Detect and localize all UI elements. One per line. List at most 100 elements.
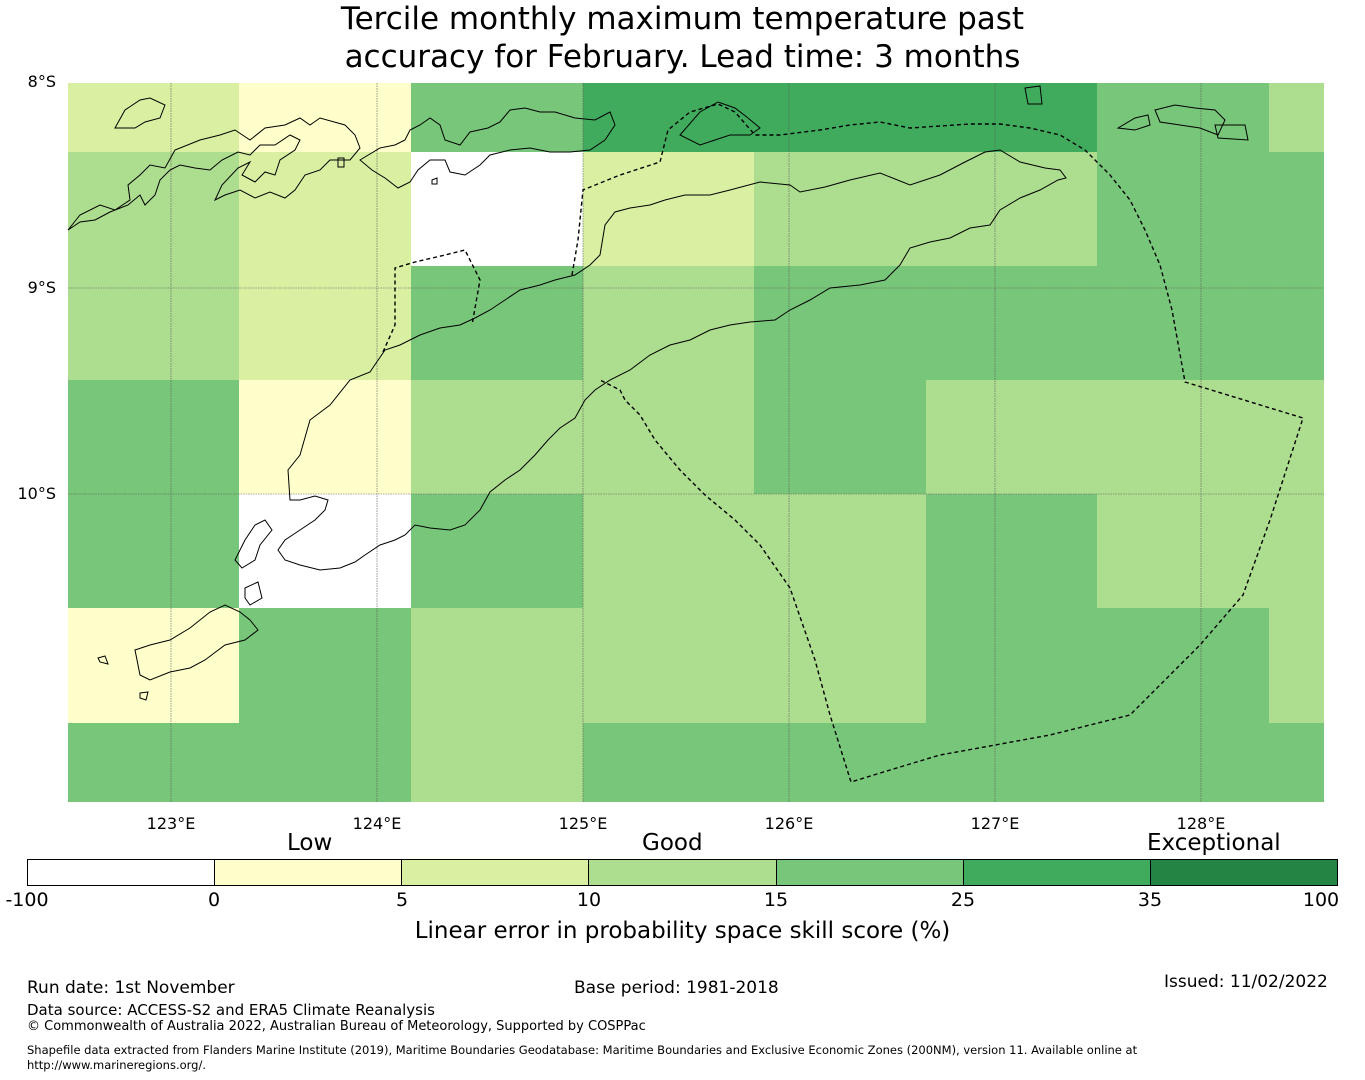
grid-cell [1097,723,1269,802]
colorbar-segment [589,860,777,885]
grid-cell [754,723,926,802]
colorbar-segment [963,860,1151,885]
issued-date: Issued: 11/02/2022 [1164,972,1328,992]
category-good: Good [642,830,703,856]
grid-cell [1097,266,1269,380]
data-source: Data source: ACCESS-S2 and ERA5 Climate … [27,1001,435,1019]
skill-grid [68,83,1324,802]
colorbar-segment [402,860,590,885]
coastline-islet-2 [1116,114,1151,131]
lon-tick-126e: 126°E [764,814,814,833]
grid-cell [411,266,583,380]
grid-cell [926,266,1097,380]
skill-map [67,83,1324,802]
grid-cell [68,152,239,266]
lat-tick-8s: 8°S [27,72,56,91]
grid-cell [411,152,583,266]
shapefile-credit-line-1: Shapefile data extracted from Flanders M… [27,1043,1138,1057]
grid-cell [1269,723,1324,802]
grid-cell [754,380,926,494]
grid-cell [1097,83,1269,152]
chart-title: Tercile monthly maximum temperature past… [0,0,1365,76]
grid-cell [239,266,411,380]
colorbar-tick: 15 [763,889,789,911]
coastline-timor [277,149,1067,571]
colorbar-tick: 10 [576,889,602,911]
grid-cell [583,608,754,723]
colorbar-label: Linear error in probability space skill … [414,918,951,944]
title-line-1: Tercile monthly maximum temperature past [340,1,1025,37]
grid-cell [1269,494,1324,608]
category-low: Low [287,830,333,856]
grid-cell [239,83,411,152]
grid-cell [583,83,754,152]
grid-cell [754,608,926,723]
grid-cell [754,266,926,380]
colorbar-tick: 0 [207,889,221,911]
colorbar-segment [28,860,216,885]
grid-cell [68,83,239,152]
coastline-island-small [114,97,166,129]
eez-boundary [382,103,1304,783]
coastline-semau [234,519,273,569]
grid-cell [411,380,583,494]
colorbar-segment [1150,860,1337,885]
colorbar-segment [776,860,964,885]
colorbar-tick: 5 [395,889,409,911]
grid-cell [239,494,411,608]
colorbar [27,859,1338,886]
grid-cell [411,83,583,152]
grid-cell [754,83,926,152]
grid-cell [926,608,1097,723]
grid-cell [1269,83,1324,152]
base-period: Base period: 1981-2018 [574,978,779,998]
colorbar-tick: 100 [1302,889,1340,911]
grid-cell [754,152,926,266]
grid-cell [1269,608,1324,723]
colorbar-segment [215,860,403,885]
grid-cell [68,723,239,802]
grid-cell [926,83,1097,152]
grid-cell [1097,152,1269,266]
coastline-islet-5 [337,157,345,168]
grid-cell [583,266,754,380]
coastline-islet-7 [139,691,149,701]
colorbar-tick: -100 [5,889,49,911]
copyright: © Commonwealth of Australia 2022, Austra… [27,1019,646,1034]
lon-tick-125e: 125°E [558,814,608,833]
grid-cell [239,723,411,802]
grid-cell [68,608,239,723]
grid-cell [583,494,754,608]
grid-cell [239,380,411,494]
category-exceptional: Exceptional [1147,830,1281,856]
coastline-islet-6 [431,177,438,185]
coastline-islet-1 [1024,85,1043,105]
coastline-islet-3 [1154,104,1226,136]
grid-cell [583,152,754,266]
grid-cell [239,608,411,723]
grid-cell [583,723,754,802]
grid-cell [411,494,583,608]
grid-cell [583,380,754,494]
lat-tick-10s: 10°S [17,484,56,503]
coastline-islet-4 [1214,124,1249,141]
grid-cell [926,494,1097,608]
grid-cell [411,608,583,723]
graticule [68,83,1324,802]
lon-tick-123e: 123°E [146,814,196,833]
grid-cell [1269,152,1324,266]
grid-cell [1097,380,1269,494]
grid-cell [1269,266,1324,380]
grid-cell [926,380,1097,494]
grid-cell [239,152,411,266]
coastline-flores-east [67,117,361,231]
grid-cell [1097,608,1269,723]
title-line-2: accuracy for February. Lead time: 3 mont… [344,39,1021,75]
grid-cell [1097,494,1269,608]
grid-cell [68,494,239,608]
coastline-alor [359,107,616,189]
grid-cell [68,266,239,380]
coastlines [67,85,1249,701]
lon-tick-124e: 124°E [352,814,402,833]
lon-tick-128e: 128°E [1176,814,1226,833]
